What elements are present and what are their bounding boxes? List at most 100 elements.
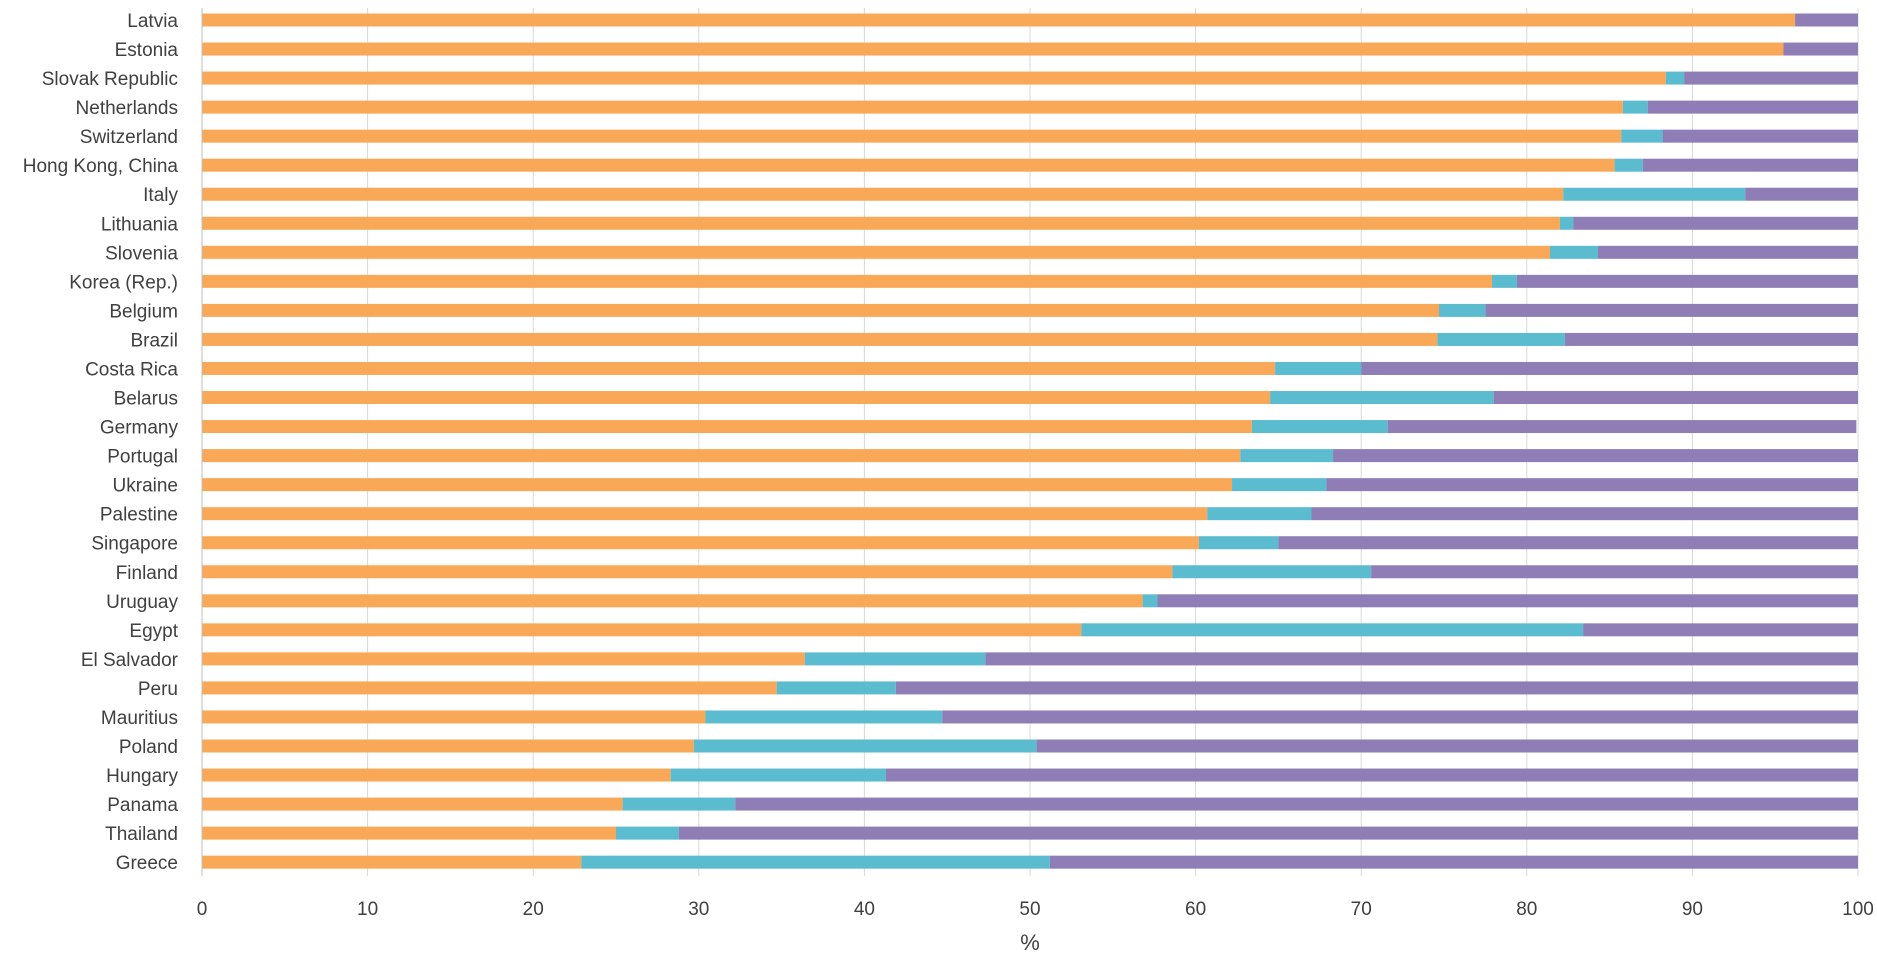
bar-segment-series-3 (1783, 42, 1858, 56)
bar-segment-series-3 (1598, 245, 1858, 259)
x-tick-label: 70 (1351, 899, 1372, 920)
bar-segment-series-2 (1621, 129, 1663, 143)
bar-segment-series-2 (1622, 100, 1648, 114)
category-label: Mauritius (101, 708, 178, 729)
bar-segment-series-1 (202, 797, 623, 811)
category-label: Lithuania (101, 214, 179, 235)
category-label: El Salvador (81, 650, 179, 671)
bar-segment-series-3 (735, 797, 1859, 811)
category-label: Brazil (130, 330, 178, 351)
category-label: Ukraine (113, 476, 178, 497)
bar-segment-series-1 (202, 129, 1622, 143)
bar-segment-series-2 (616, 826, 679, 840)
bar-segment-series-3 (1516, 274, 1858, 288)
bar-segment-series-1 (202, 420, 1252, 434)
bar-segment-series-1 (202, 826, 616, 840)
category-label: Belgium (109, 301, 178, 322)
x-tick-label: 30 (688, 899, 709, 920)
bar-segment-series-2 (1142, 594, 1158, 608)
bar-segment-series-2 (705, 710, 943, 724)
category-labels: Latvia Estonia Slovak Republic Netherlands S… (23, 11, 179, 874)
category-label: Slovenia (105, 243, 178, 264)
bar-segment-series-1 (202, 158, 1615, 172)
bar-segment-series-2 (804, 652, 986, 666)
category-label: Panama (107, 795, 178, 816)
bar-segment-series-3 (1049, 855, 1858, 869)
category-label: Palestine (100, 505, 178, 526)
bar-segment-series-1 (202, 710, 706, 724)
bar-segment-series-1 (202, 739, 694, 753)
bar-segment-series-1 (202, 768, 671, 782)
bar-segment-series-3 (1333, 449, 1858, 463)
bar-segment-series-3 (985, 652, 1858, 666)
bar-segment-series-3 (1564, 332, 1858, 346)
bar-segment-series-2 (1549, 245, 1599, 259)
bar-segment-series-1 (202, 507, 1208, 521)
bar-segment-series-3 (1311, 507, 1858, 521)
x-tick-labels: 0 10 20 30 40 50 60 70 80 90 100 (197, 899, 1874, 920)
category-label: Costa Rica (85, 359, 178, 380)
category-label: Switzerland (80, 127, 178, 148)
x-tick-label: 90 (1682, 899, 1703, 920)
bar-segment-series-1 (202, 13, 1796, 27)
bar-segment-series-2 (1275, 361, 1362, 375)
category-label: Germany (100, 418, 179, 439)
bar-segment-series-2 (776, 681, 896, 695)
category-label: Korea (Rep.) (69, 272, 178, 293)
category-label: Greece (116, 853, 178, 874)
bar-segment-series-1 (202, 681, 777, 695)
bar-segment-series-2 (1559, 216, 1574, 230)
bar-segment-series-1 (202, 245, 1550, 259)
category-label: Poland (119, 737, 178, 758)
category-label: Thailand (105, 824, 178, 845)
bar-segment-series-3 (895, 681, 1858, 695)
bar-segment-series-1 (202, 274, 1493, 288)
x-axis-title: % (1020, 930, 1040, 955)
bar-segment-series-3 (1278, 536, 1858, 550)
bar-segment-series-3 (1036, 739, 1858, 753)
bar-segment-series-2 (1563, 187, 1746, 201)
category-label: Uruguay (106, 592, 178, 613)
bar-segment-series-3 (885, 768, 1858, 782)
bar-segment-series-3 (1662, 129, 1858, 143)
bar-segment-series-2 (1207, 507, 1312, 521)
bar-segment-series-2 (1172, 565, 1372, 579)
category-label: Netherlands (76, 98, 178, 119)
bar-segment-series-1 (202, 71, 1666, 85)
category-label: Hungary (106, 766, 178, 787)
bar-segment-series-2 (1081, 623, 1584, 637)
bar-segment-series-2 (581, 855, 1050, 869)
x-tick-label: 100 (1842, 899, 1874, 920)
bar-segment-series-3 (1485, 303, 1858, 317)
bar-segment-series-2 (1251, 420, 1388, 434)
bar-segment-series-1 (202, 536, 1199, 550)
x-tick-label: 10 (357, 899, 378, 920)
bar-segment-series-3 (1387, 420, 1857, 434)
x-tick-label: 60 (1185, 899, 1206, 920)
bar-segment-series-1 (202, 361, 1276, 375)
bar-segment-series-2 (1665, 71, 1685, 85)
x-tick-label: 40 (854, 899, 875, 920)
bar-segment-series-1 (202, 565, 1173, 579)
bar-segment-series-2 (670, 768, 886, 782)
bar-segment-series-1 (202, 855, 582, 869)
bar-segment-series-3 (1745, 187, 1858, 201)
category-label: Belarus (114, 389, 178, 410)
bar-segment-series-1 (202, 332, 1438, 346)
category-label: Egypt (129, 621, 178, 642)
bar-segment-series-3 (1647, 100, 1858, 114)
x-tick-label: 20 (523, 899, 544, 920)
bar-segment-series-1 (202, 187, 1564, 201)
bar-segment-series-2 (622, 797, 736, 811)
category-label: Portugal (107, 447, 178, 468)
bar-segment-series-2 (1437, 332, 1565, 346)
bar-segment-series-3 (1371, 565, 1858, 579)
category-label: Singapore (91, 534, 178, 555)
bar-segment-series-1 (202, 216, 1560, 230)
bar-segment-series-1 (202, 478, 1233, 492)
x-tick-label: 50 (1019, 899, 1040, 920)
bar-segment-series-2 (1614, 158, 1643, 172)
bar-segment-series-1 (202, 391, 1271, 405)
